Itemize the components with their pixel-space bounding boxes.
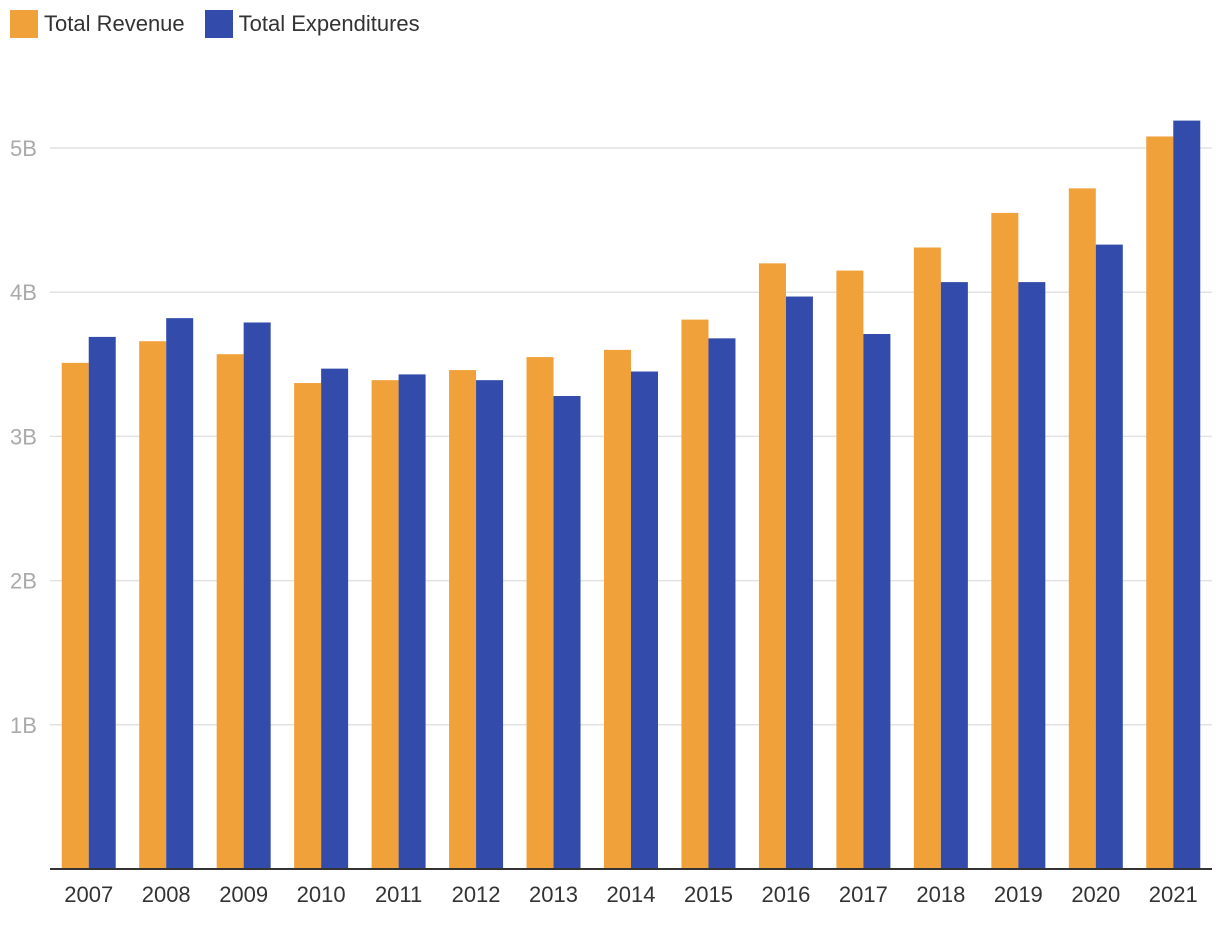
bar-total-expenditures-2015[interactable] xyxy=(708,338,736,869)
bar-total-revenue-2012[interactable] xyxy=(449,370,477,869)
legend-swatch-total-revenue xyxy=(10,10,38,38)
bar-total-expenditures-2020[interactable] xyxy=(1095,244,1123,869)
bar-total-expenditures-2019[interactable] xyxy=(1018,282,1046,870)
chart-legend: Total Revenue Total Expenditures xyxy=(10,10,420,38)
bar-total-revenue-2008[interactable] xyxy=(139,341,167,869)
bar-total-revenue-2021[interactable] xyxy=(1146,136,1174,870)
bar-total-revenue-2018[interactable] xyxy=(913,247,941,870)
x-tick-label-2016: 2016 xyxy=(761,882,810,907)
x-tick-label-2018: 2018 xyxy=(916,882,965,907)
bar-total-expenditures-2018[interactable] xyxy=(940,282,968,870)
bar-total-expenditures-2014[interactable] xyxy=(631,371,658,869)
bar-total-revenue-2010[interactable] xyxy=(294,383,322,869)
bar-total-expenditures-2017[interactable] xyxy=(863,334,891,869)
legend-swatch-total-expenditures xyxy=(204,10,233,38)
x-tick-label-2007: 2007 xyxy=(64,882,113,907)
x-tick-label-2011: 2011 xyxy=(375,882,422,907)
x-tick-label-2008: 2008 xyxy=(142,882,191,907)
x-tick-label-2021: 2021 xyxy=(1149,882,1198,907)
legend-item-total-revenue[interactable]: Total Revenue xyxy=(10,10,185,38)
bar-total-revenue-2014[interactable] xyxy=(604,349,631,869)
bar-total-revenue-2019[interactable] xyxy=(991,212,1019,869)
bar-total-expenditures-2008[interactable] xyxy=(166,318,194,869)
bar-total-expenditures-2021[interactable] xyxy=(1173,120,1201,870)
legend-label-total-revenue: Total Revenue xyxy=(44,11,185,36)
x-tick-label-2020: 2020 xyxy=(1071,882,1120,907)
bar-total-revenue-2011[interactable] xyxy=(371,380,399,869)
bar-total-revenue-2020[interactable] xyxy=(1068,188,1096,870)
bar-total-revenue-2017[interactable] xyxy=(836,270,864,869)
x-tick-label-2009: 2009 xyxy=(219,882,268,907)
bar-total-expenditures-2007[interactable] xyxy=(88,336,116,870)
x-tick-label-2019: 2019 xyxy=(994,882,1043,907)
bar-total-revenue-2016[interactable] xyxy=(758,263,786,869)
bar-total-revenue-2013[interactable] xyxy=(526,357,554,869)
x-tick-label-2010: 2010 xyxy=(297,882,346,907)
y-tick-label-5B: 5B xyxy=(10,136,37,161)
bar-total-expenditures-2010[interactable] xyxy=(321,368,349,869)
x-tick-label-2014: 2014 xyxy=(607,882,656,907)
bar-total-revenue-2015[interactable] xyxy=(681,319,709,869)
x-tick-label-2015: 2015 xyxy=(684,882,733,907)
y-tick-label-3B: 3B xyxy=(10,424,37,449)
bar-total-expenditures-2012[interactable] xyxy=(476,380,504,869)
y-tick-label-4B: 4B xyxy=(10,280,37,305)
x-tick-label-2012: 2012 xyxy=(452,882,501,907)
x-tick-label-2017: 2017 xyxy=(839,882,888,907)
x-tick-label-2013: 2013 xyxy=(529,882,578,907)
bar-total-expenditures-2016[interactable] xyxy=(785,296,813,869)
bar-total-expenditures-2013[interactable] xyxy=(553,396,581,869)
y-tick-label-1B: 1B xyxy=(10,713,37,738)
legend-label-total-expenditures: Total Expenditures xyxy=(238,11,420,36)
bar-total-expenditures-2011[interactable] xyxy=(398,374,426,869)
legend-item-total-expenditures[interactable]: Total Expenditures xyxy=(204,10,420,38)
y-tick-label-2B: 2B xyxy=(10,569,37,594)
bar-total-revenue-2007[interactable] xyxy=(61,362,89,869)
bar-total-revenue-2009[interactable] xyxy=(216,354,244,869)
bar-total-expenditures-2009[interactable] xyxy=(243,322,271,869)
